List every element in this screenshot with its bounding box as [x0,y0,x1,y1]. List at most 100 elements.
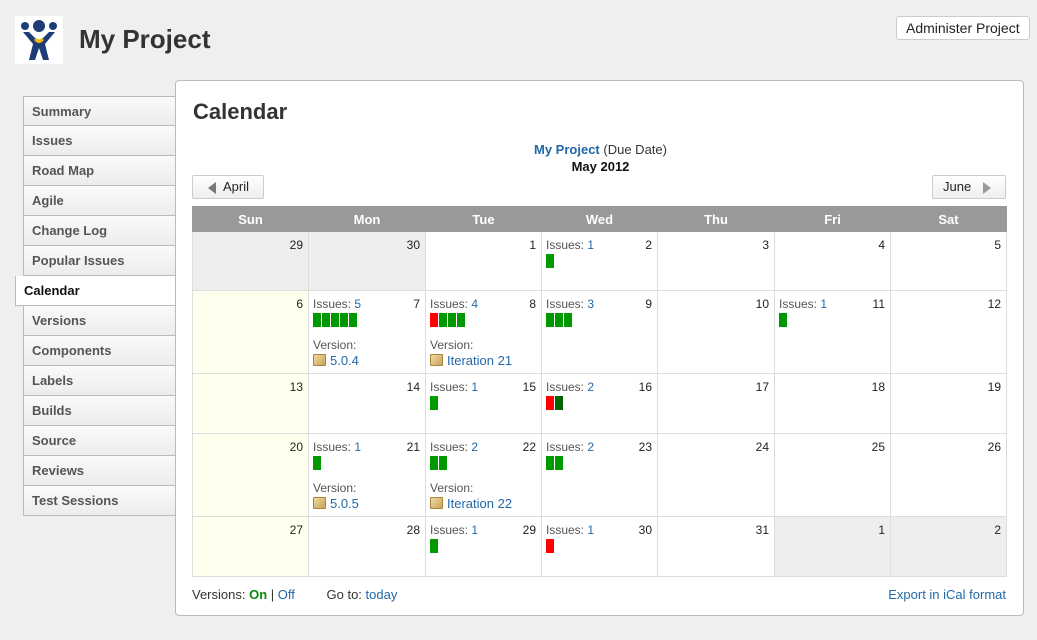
issue-bar[interactable] [779,313,787,327]
issue-bar[interactable] [546,539,554,553]
issue-bar[interactable] [430,396,438,410]
sidebar-item-agile[interactable]: Agile [23,186,176,216]
day-number: 10 [755,297,769,311]
calendar-day-cell[interactable]: 29 Issues: 1 [425,516,542,577]
calendar-day-cell[interactable]: 24 [657,433,775,517]
issue-bar[interactable] [555,313,563,327]
versions-off-link[interactable]: Off [277,587,295,602]
prev-month-button[interactable]: April [192,175,264,199]
issue-bar[interactable] [331,313,339,327]
version-link[interactable]: 5.0.4 [330,353,359,368]
calendar-day-cell[interactable]: 18 [774,373,891,434]
calendar-day-cell[interactable]: 5 [890,231,1007,291]
sidebar-item-source[interactable]: Source [23,426,176,456]
calendar-day-cell[interactable]: 30 Issues: 1 [541,516,658,577]
version-link[interactable]: Iteration 21 [447,353,513,368]
calendar-day-cell[interactable]: 10 [657,290,775,374]
sidebar-item-components[interactable]: Components [23,336,176,366]
issue-bar[interactable] [555,456,563,470]
issue-bar[interactable] [457,313,465,327]
goto-today-link[interactable]: today [365,587,398,602]
calendar-day-cell[interactable]: 1 [774,516,891,577]
sidebar-item-test-sessions[interactable]: Test Sessions [23,486,176,516]
issue-bar[interactable] [555,396,563,410]
calendar-day-cell[interactable]: 4 [774,231,891,291]
calendar-day-cell[interactable]: 29 [192,231,309,291]
calendar-day-cell[interactable]: 31 [657,516,775,577]
issue-bar[interactable] [564,313,572,327]
sidebar-item-change-log[interactable]: Change Log [23,216,176,246]
calendar-day-cell[interactable]: 27 [192,516,309,577]
issues-count-link[interactable]: 3 [587,297,595,311]
issue-bar[interactable] [546,313,554,327]
calendar-day-cell[interactable]: 15 Issues: 1 [425,373,542,434]
calendar-day-cell[interactable]: 6 [192,290,309,374]
calendar-day-cell[interactable]: 13 [192,373,309,434]
calendar-day-cell[interactable]: 16 Issues: 2 [541,373,658,434]
calendar-day-cell[interactable]: 14 [308,373,426,434]
project-title: My Project [79,24,211,54]
sidebar-item-issues[interactable]: Issues [23,126,176,156]
issue-bar[interactable] [439,313,447,327]
calendar-day-cell[interactable]: 19 [890,373,1007,434]
issue-bar[interactable] [430,313,438,327]
issues-count-link[interactable]: 1 [587,238,595,252]
calendar-day-cell[interactable]: 8 Issues: 4 Version: Iteration 21 [425,290,542,374]
issue-bar[interactable] [546,254,554,268]
sidebar-item-popular-issues[interactable]: Popular Issues [23,246,176,276]
weekday-sun: Sun [192,206,309,232]
sidebar-item-versions[interactable]: Versions [23,306,176,336]
issues-count-link[interactable]: 2 [587,380,595,394]
calendar-day-cell[interactable]: 2 Issues: 1 [541,231,658,291]
issue-bar[interactable] [439,456,447,470]
issues-count-link[interactable]: 1 [471,380,479,394]
issue-bar[interactable] [322,313,330,327]
export-ical-link[interactable]: Export in iCal format [888,587,1006,602]
issue-bar[interactable] [430,539,438,553]
calendar-day-cell[interactable]: 21 Issues: 1 Version: 5.0.5 [308,433,426,517]
issue-bar[interactable] [546,396,554,410]
sidebar-item-labels[interactable]: Labels [23,366,176,396]
issue-bar[interactable] [313,456,321,470]
issue-bar[interactable] [546,456,554,470]
administer-project-button[interactable]: Administer Project [896,16,1030,40]
issues-count-link[interactable]: 1 [471,523,479,537]
calendar-day-cell[interactable]: 25 [774,433,891,517]
issues-count-link[interactable]: 5 [354,297,362,311]
issue-bar[interactable] [340,313,348,327]
sidebar-item-builds[interactable]: Builds [23,396,176,426]
issues-count-link[interactable]: 4 [471,297,479,311]
versions-on-link[interactable]: On [249,587,268,602]
issues-count-link[interactable]: 1 [354,440,362,454]
calendar-day-cell[interactable]: 11 Issues: 1 [774,290,891,374]
issue-bar[interactable] [349,313,357,327]
calendar-day-cell[interactable]: 9 Issues: 3 [541,290,658,374]
sidebar-item-reviews[interactable]: Reviews [23,456,176,486]
calendar-day-cell[interactable]: 22 Issues: 2 Version: Iteration 22 [425,433,542,517]
calendar-day-cell[interactable]: 7 Issues: 5 Version: 5.0.4 [308,290,426,374]
issues-count-link[interactable]: 2 [471,440,479,454]
issues-count-link[interactable]: 1 [820,297,828,311]
calendar-day-cell[interactable]: 12 [890,290,1007,374]
calendar-day-cell[interactable]: 3 [657,231,775,291]
calendar-day-cell[interactable]: 30 [308,231,426,291]
calendar-day-cell[interactable]: 20 [192,433,309,517]
issues-count-link[interactable]: 1 [587,523,595,537]
calendar-day-cell[interactable]: 26 [890,433,1007,517]
issue-bar[interactable] [448,313,456,327]
issue-bar[interactable] [430,456,438,470]
calendar-day-cell[interactable]: 1 [425,231,542,291]
issues-count-link[interactable]: 2 [587,440,595,454]
version-link[interactable]: Iteration 22 [447,496,513,511]
calendar-day-cell[interactable]: 28 [308,516,426,577]
sidebar-item-summary[interactable]: Summary [23,96,176,126]
calendar-day-cell[interactable]: 23 Issues: 2 [541,433,658,517]
sidebar-item-road-map[interactable]: Road Map [23,156,176,186]
calendar-day-cell[interactable]: 17 [657,373,775,434]
version-link[interactable]: 5.0.5 [330,496,359,511]
calendar-day-cell[interactable]: 2 [890,516,1007,577]
sidebar-item-calendar[interactable]: Calendar [15,276,177,306]
project-link[interactable]: My Project [534,142,600,157]
next-month-button[interactable]: June [932,175,1006,199]
issue-bar[interactable] [313,313,321,327]
